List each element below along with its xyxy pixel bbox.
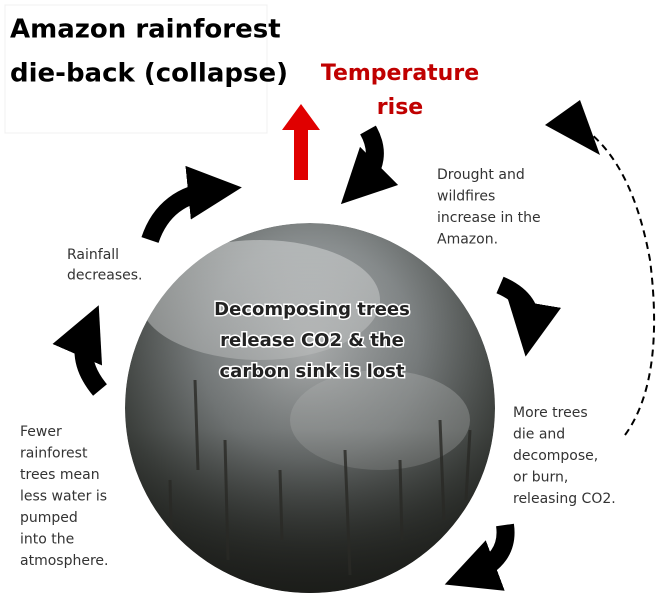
- drought-label: Drought and: [437, 167, 525, 183]
- red-arrow-shaft: [294, 128, 308, 180]
- rainfall-label: decreases.: [67, 268, 143, 284]
- center-label: Decomposing trees: [214, 299, 410, 320]
- dashed-arrow: [561, 115, 656, 436]
- more-trees-label: or burn,: [513, 470, 568, 486]
- drought-label: increase in the: [437, 210, 541, 226]
- arrow: [141, 165, 242, 244]
- title-box: [4, 4, 268, 134]
- temperature-label: Temperature: [321, 61, 479, 86]
- arrow: [444, 523, 515, 591]
- title: die-back (collapse): [10, 59, 288, 89]
- rainfall-label: Rainfall: [67, 247, 119, 263]
- center-label: carbon sink is lost: [220, 361, 405, 382]
- fewer-label: Fewer: [20, 424, 62, 440]
- arrow: [340, 125, 399, 205]
- fewer-label: pumped: [20, 510, 78, 526]
- fewer-label: less water is: [20, 489, 107, 505]
- center-label: release CO2 & the: [220, 330, 404, 351]
- more-trees-label: decompose,: [513, 448, 598, 464]
- fewer-label: atmosphere.: [20, 553, 108, 569]
- arrow-head: [545, 100, 600, 155]
- drought-label: wildfires: [437, 189, 495, 205]
- more-trees-label: die and: [513, 427, 565, 443]
- drought-label: Amazon.: [437, 232, 498, 248]
- forest-image: [125, 223, 495, 593]
- fewer-label: trees mean: [20, 467, 100, 483]
- more-trees-label: More trees: [513, 405, 588, 421]
- fewer-label: rainforest: [20, 446, 88, 462]
- arrow: [52, 305, 108, 396]
- temperature-label: rise: [377, 95, 423, 120]
- fewer-label: into the: [20, 532, 74, 548]
- more-trees-label: releasing CO2.: [513, 491, 616, 507]
- red-arrow-head: [282, 104, 320, 130]
- arrow: [496, 276, 562, 357]
- title: Amazon rainforest: [10, 15, 281, 45]
